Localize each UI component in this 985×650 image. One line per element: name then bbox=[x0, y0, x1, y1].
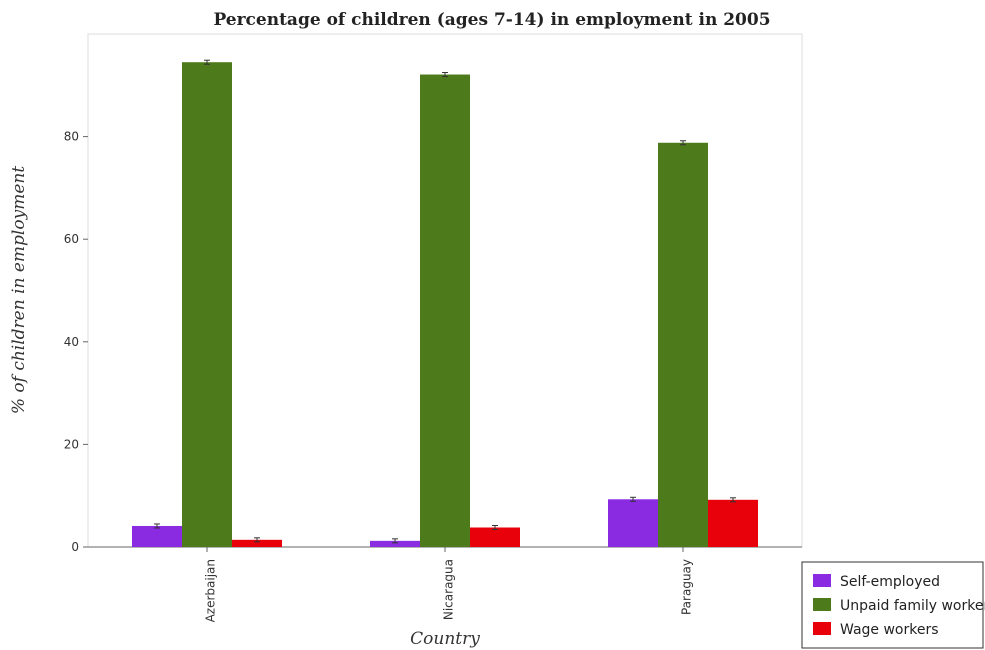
bar-wage-workers bbox=[708, 499, 758, 547]
bar-self-employed bbox=[132, 525, 182, 547]
legend-label: Unpaid family workers bbox=[840, 598, 985, 614]
legend-box bbox=[801, 561, 984, 649]
y-tick-label: 40 bbox=[64, 335, 79, 349]
legend-swatch bbox=[813, 574, 831, 587]
legend-label: Self-employed bbox=[840, 574, 940, 590]
legend: Self-employed Unpaid family workers Wage w… bbox=[801, 561, 985, 649]
bar-unpaid-family-workers bbox=[658, 142, 708, 548]
y-tick-label: 80 bbox=[64, 130, 79, 144]
bar-wage-workers bbox=[470, 527, 520, 547]
chart-title: Percentage of children (ages 7-14) in em… bbox=[213, 10, 770, 30]
legend-label: Wage workers bbox=[840, 622, 939, 638]
x-axis-label: Country bbox=[410, 629, 480, 649]
y-axis-label: % of children in employment bbox=[9, 166, 29, 415]
y-tick-label: 60 bbox=[64, 232, 79, 246]
x-tick-label: Paraguay bbox=[680, 559, 694, 615]
x-tick-label: Nicaragua bbox=[442, 559, 456, 620]
bars bbox=[132, 59, 758, 548]
x-axis: Azerbaijan Nicaragua Paraguay bbox=[88, 546, 802, 622]
legend-swatch bbox=[813, 622, 831, 635]
bar-unpaid-family-workers bbox=[420, 74, 470, 547]
x-tick-label: Azerbaijan bbox=[204, 559, 218, 622]
bar-self-employed bbox=[370, 540, 420, 547]
y-tick-label: 0 bbox=[71, 540, 79, 554]
bar-unpaid-family-workers bbox=[182, 62, 232, 548]
bar-self-employed bbox=[608, 499, 658, 547]
y-axis: 0 20 40 60 80 bbox=[64, 130, 88, 554]
y-tick-label: 20 bbox=[64, 437, 79, 451]
bar-wage-workers bbox=[232, 539, 282, 547]
legend-swatch bbox=[813, 598, 831, 611]
